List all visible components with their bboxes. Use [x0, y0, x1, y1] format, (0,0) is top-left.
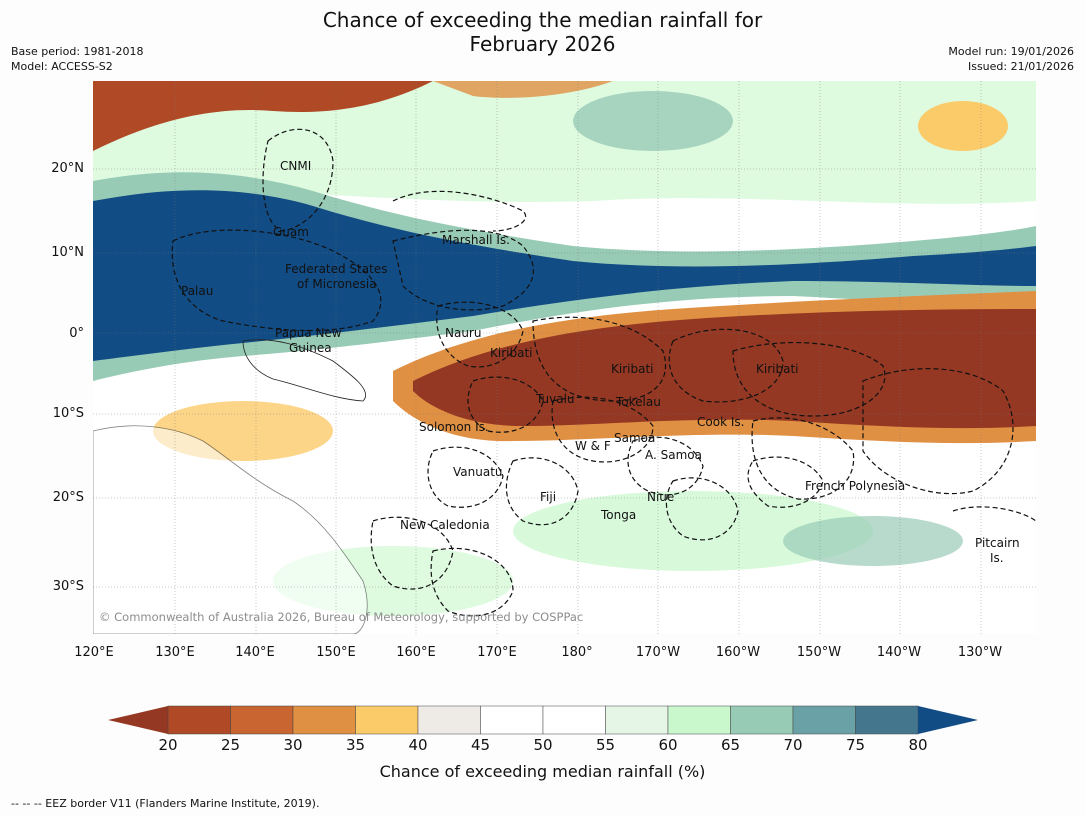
- colorbar-bin-25: [230, 705, 294, 735]
- place-label-kiribati-central: Kiribati: [611, 362, 654, 376]
- lat-tick-30s: 30°S: [52, 579, 84, 594]
- colorbar-tick-40: 40: [408, 736, 428, 754]
- lon-tick-130e: 130°E: [155, 645, 195, 660]
- colorbar-tick-35: 35: [345, 736, 366, 754]
- place-label-american-samoa: A. Samoa: [645, 448, 702, 462]
- lon-tick-170w: 170°W: [635, 645, 681, 660]
- place-label-palau: Palau: [181, 284, 214, 298]
- band-wet-blue: [93, 190, 1036, 361]
- place-label-guam: Guam: [273, 225, 309, 239]
- place-label-fiji: Fiji: [540, 490, 557, 504]
- gridlines: [93, 81, 1036, 634]
- place-label-tokelau: Tokelau: [616, 395, 661, 409]
- place-label-kiribati-east: Kiribati: [756, 362, 799, 376]
- band-north-green: [93, 81, 1036, 204]
- place-label-tuvalu: Tuvalu: [536, 392, 575, 406]
- lon-tick-160w: 160°W: [715, 645, 761, 660]
- colorbar-tick-55: 55: [595, 736, 616, 754]
- model-run-date: Model run: 19/01/2026: [948, 45, 1074, 58]
- place-label-png-2: Guinea: [289, 341, 332, 355]
- colorbar-tick-70: 70: [783, 736, 803, 754]
- patch-south-teal: [783, 516, 963, 566]
- place-label-kiribati-west: Kiribati: [490, 346, 533, 360]
- place-label-tonga: Tonga: [601, 508, 637, 522]
- australia-outline: [93, 425, 368, 634]
- lon-tick-180: 180°: [561, 645, 593, 660]
- place-label-micronesia-1: Federated States: [285, 262, 388, 276]
- place-label-png-1: Papua New: [275, 326, 342, 340]
- map-title: Chance of exceeding the median rainfall …: [0, 8, 1085, 56]
- place-label-french-polynesia: French Polynesia: [805, 479, 906, 493]
- base-period: Base period: 1981-2018: [11, 45, 144, 58]
- place-label-pitcairn-2: Is.: [990, 551, 1004, 565]
- lon-tick-150w: 150°W: [796, 645, 842, 660]
- title-line-1: Chance of exceeding the median rainfall …: [322, 8, 763, 32]
- model-name: Model: ACCESS-S2: [11, 60, 113, 73]
- colorbar-tick-60: 60: [658, 736, 678, 754]
- band-north-brown: [93, 81, 433, 151]
- colorbar-extend-high: [918, 706, 978, 734]
- copyright-notice: © Commonwealth of Australia 2026, Bureau…: [99, 610, 584, 624]
- place-label-wallis-futuna: W & F: [575, 439, 611, 453]
- eez-borders: [171, 128, 1036, 617]
- place-label-vanuatu: Vanuatu: [453, 465, 503, 479]
- lat-tick-0: 0°: [69, 326, 84, 341]
- colorbar-label: Chance of exceeding median rainfall (%): [379, 762, 706, 781]
- colorbar-bin-20: [167, 705, 231, 735]
- band-dry-brown: [413, 309, 1036, 429]
- title-line-2: February 2026: [469, 32, 616, 56]
- colorbar-tick-80: 80: [908, 736, 928, 754]
- place-label-niue: Niue: [647, 490, 675, 504]
- lat-tick-20s: 20°S: [52, 490, 84, 505]
- colorbar-bin-65: [730, 705, 794, 735]
- colorbar-bin-30: [292, 705, 356, 735]
- place-label-pitcairn-1: Pitcairn: [975, 536, 1020, 550]
- place-label-marshall-is: Marshall Is.: [442, 233, 510, 247]
- colorbar-tick-20: 20: [158, 736, 178, 754]
- band-north-orange: [433, 81, 613, 98]
- colorbar-tick-75: 75: [845, 736, 866, 754]
- lat-tick-20n: 20°N: [51, 161, 84, 176]
- place-label-new-caledonia: New Caledonia: [400, 518, 490, 532]
- eez-footnote: -- -- -- EEZ border V11 (Flanders Marine…: [11, 797, 320, 810]
- colorbar-bin-35: [355, 705, 419, 735]
- place-label-micronesia-2: of Micronesia: [297, 277, 377, 291]
- lon-tick-150e: 150°E: [316, 645, 356, 660]
- lon-tick-170e: 170°E: [477, 645, 517, 660]
- colorbar-bin-70: [792, 705, 856, 735]
- place-label-nauru: Nauru: [445, 326, 482, 340]
- rainfall-map: [93, 81, 1036, 634]
- lat-tick-10s: 10°S: [52, 406, 84, 421]
- lon-tick-160e: 160°E: [396, 645, 436, 660]
- lon-tick-130w: 130°W: [957, 645, 1003, 660]
- place-label-solomon-is: Solomon Is.: [419, 420, 489, 434]
- colorbar-bin-50: [542, 705, 606, 735]
- colorbar-tick-65: 65: [720, 736, 741, 754]
- place-label-samoa: Samoa: [614, 431, 656, 445]
- colorbar-bin-45: [480, 705, 544, 735]
- issued-date: Issued: 21/01/2026: [967, 60, 1074, 73]
- colorbar-bin-40: [417, 705, 481, 735]
- colorbar-bin-60: [667, 705, 731, 735]
- patch-north-teal: [573, 91, 733, 151]
- lon-tick-120e: 120°E: [74, 645, 114, 660]
- colorbar-tick-45: 45: [470, 736, 491, 754]
- colorbar-bin-75: [855, 705, 919, 735]
- patch-north-orange: [918, 101, 1008, 151]
- lon-tick-140w: 140°W: [876, 645, 922, 660]
- place-label-cnmi: CNMI: [280, 159, 312, 173]
- colorbar-tick-25: 25: [220, 736, 241, 754]
- lat-tick-10n: 10°N: [51, 245, 84, 260]
- colorbar-bin-55: [605, 705, 669, 735]
- colorbar: [108, 705, 978, 735]
- colorbar-tick-30: 30: [283, 736, 303, 754]
- png-outline: [242, 339, 366, 402]
- colorbar-extend-low: [108, 706, 168, 734]
- colorbar-tick-50: 50: [533, 736, 553, 754]
- run-info: Model run: 19/01/2026 Issued: 21/01/2026: [948, 44, 1074, 74]
- patch-south-green: [513, 491, 873, 571]
- place-label-cook-is: Cook Is.: [697, 415, 745, 429]
- base-info: Base period: 1981-2018 Model: ACCESS-S2: [11, 44, 143, 74]
- lon-tick-140e: 140°E: [235, 645, 275, 660]
